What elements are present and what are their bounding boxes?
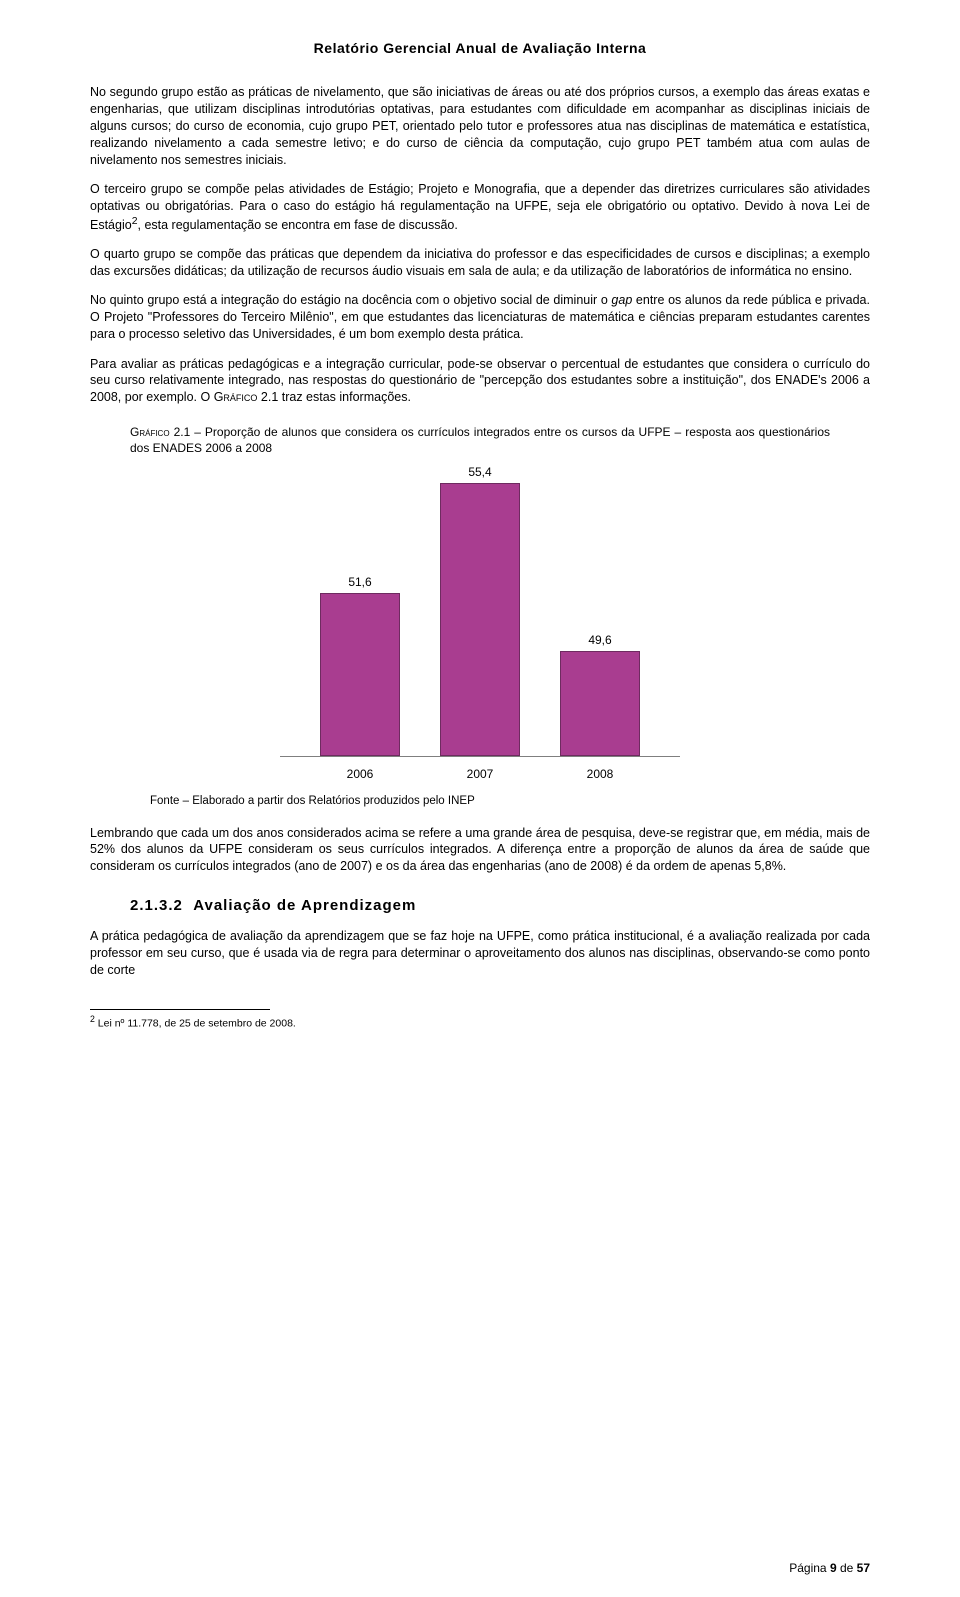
chart-value-label: 55,4 [440,465,520,479]
paragraph-1: No segundo grupo estão as práticas de ni… [90,84,870,168]
page-of: de [837,1561,857,1575]
chart-bar [320,593,400,755]
page-total: 57 [857,1561,870,1575]
chart-bar [560,651,640,755]
chart-source: Fonte – Elaborado a partir dos Relatório… [150,795,870,807]
paragraph-4-gap: gap [611,293,632,307]
chart-x-label: 2007 [440,767,520,781]
chart-caption-prefix: Gráfico [130,425,170,439]
chart-caption: Gráfico 2.1 – Proporção de alunos que co… [130,424,870,456]
chart-caption-text: 2.1 – Proporção de alunos que considera … [130,425,830,455]
chart-x-label: 2006 [320,767,400,781]
paragraph-4: No quinto grupo está a integração do est… [90,292,870,343]
footnote: 2 Lei nº 11.778, de 25 de setembro de 20… [90,1014,870,1030]
bar-chart: 51,6 55,4 49,6 2006 2007 2008 [270,467,690,787]
paragraph-5-ref: Gráfico [214,390,258,404]
page-label: Página [789,1561,830,1575]
paragraph-2-text-b: , esta regulamentação se encontra em fas… [138,218,458,232]
chart-value-label: 51,6 [320,575,400,589]
paragraph-5: Para avaliar as práticas pedagógicas e a… [90,356,870,407]
paragraph-6: Lembrando que cada um dos anos considera… [90,825,870,876]
section-title: Avaliação de Aprendizagem [193,897,416,914]
chart-plot-area: 51,6 55,4 49,6 [280,467,680,757]
paragraph-3: O quarto grupo se compõe das práticas qu… [90,246,870,280]
page-current: 9 [830,1561,837,1575]
section-heading: 2.1.3.2 Avaliação de Aprendizagem [130,897,870,914]
page-number: Página 9 de 57 [789,1561,870,1575]
footnote-text: Lei nº 11.778, de 25 de setembro de 2008… [95,1017,296,1029]
paragraph-5-text-a: Para avaliar as práticas pedagógicas e a… [90,357,870,405]
paragraph-2: O terceiro grupo se compõe pelas ativida… [90,181,870,234]
paragraph-5-text-b: 2.1 traz estas informações. [257,390,411,404]
document-title: Relatório Gerencial Anual de Avaliação I… [90,40,870,56]
paragraph-4-text-a: No quinto grupo está a integração do est… [90,293,611,307]
section-number: 2.1.3.2 [130,897,183,914]
chart-value-label: 49,6 [560,633,640,647]
footnote-rule [90,1009,270,1010]
chart-bar [440,483,520,756]
paragraph-7: A prática pedagógica de avaliação da apr… [90,928,870,979]
chart-x-label: 2008 [560,767,640,781]
